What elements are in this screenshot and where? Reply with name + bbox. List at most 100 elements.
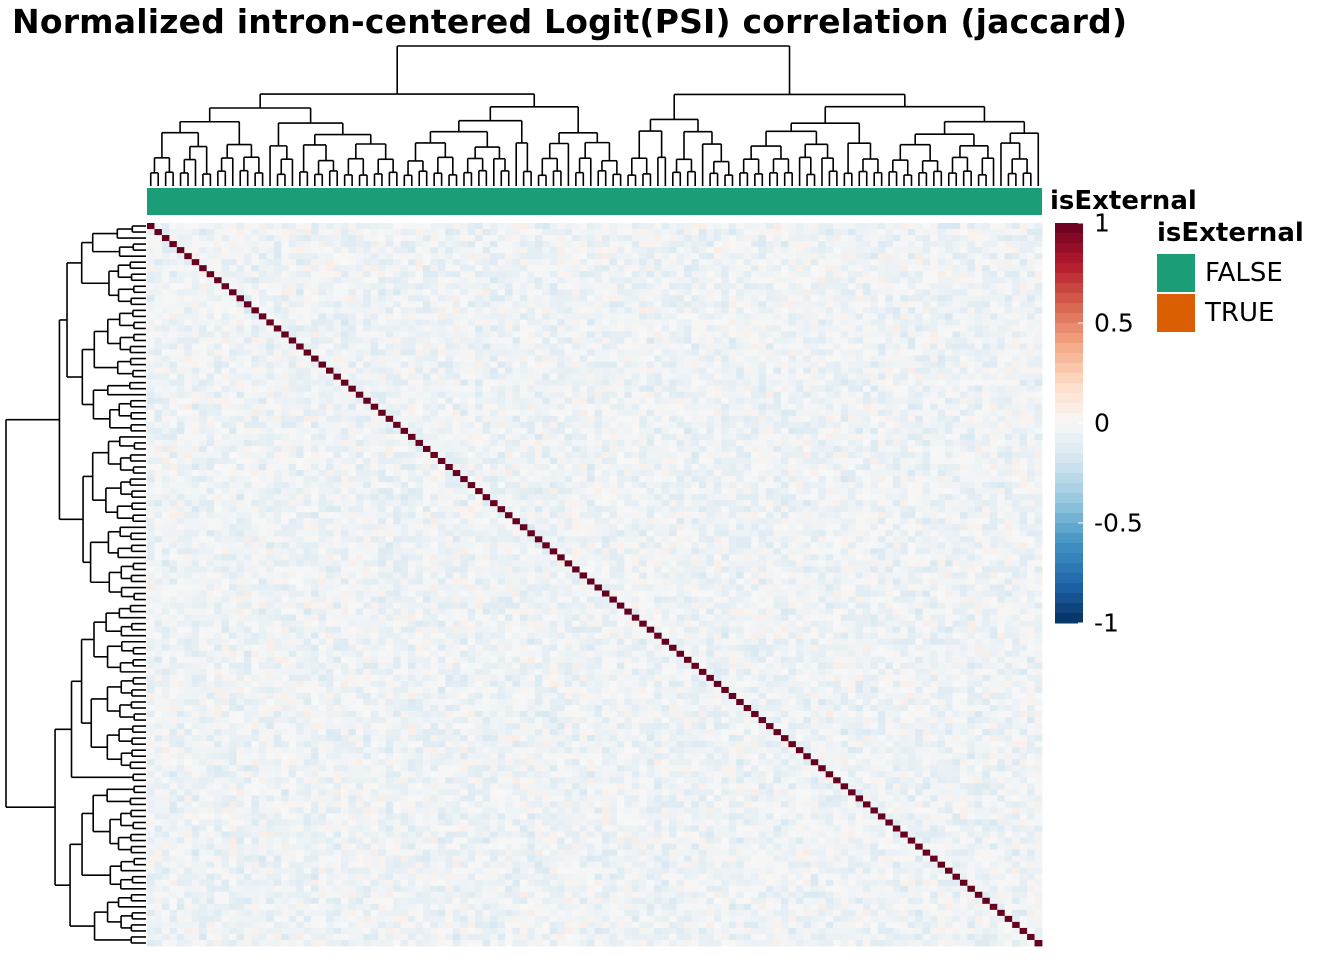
heatmap-cell [751,343,759,350]
heatmap-cell [989,361,998,369]
heatmap-cell [937,367,946,375]
heatmap-cell [959,223,968,230]
heatmap-cell [698,367,707,375]
heatmap-cell [631,259,640,266]
heatmap-cell [706,259,715,266]
heatmap-cell [639,301,648,308]
heatmap-cell [408,277,416,284]
heatmap-cell [892,403,901,411]
heatmap-cell [326,325,334,332]
heatmap-cell [892,397,901,405]
heatmap-cell [378,325,387,332]
heatmap-cell [311,301,319,308]
heatmap-cell [631,391,640,399]
heatmap-cell [497,259,506,266]
heatmap-cell [199,403,208,411]
heatmap-cell [378,415,387,423]
heatmap-cell [355,373,364,381]
heatmap-cell [1019,379,1028,387]
heatmap-cell [758,421,767,429]
heatmap-cell [624,427,633,435]
heatmap-cell [422,385,431,393]
heatmap-cell [296,427,305,435]
heatmap-cell [199,319,208,326]
heatmap-cell [154,223,163,230]
heatmap-cell [296,379,305,387]
heatmap-cell [788,253,797,260]
heatmap-cell [945,277,953,284]
heatmap-cell [475,259,484,266]
heatmap-cell [654,313,663,320]
heatmap-cell [206,259,215,266]
heatmap-cell [743,427,752,435]
heatmap-cell [393,301,401,308]
heatmap-cell [579,325,588,332]
heatmap-cell [281,367,290,375]
heatmap-cell [840,367,849,375]
heatmap-cell [833,235,842,242]
heatmap-cell [870,295,879,302]
heatmap-cell [1027,361,1035,369]
heatmap-cell [907,343,916,350]
heatmap-cell [333,361,342,369]
heatmap-cell [870,409,879,417]
heatmap-cell [191,385,200,393]
heatmap-cell [169,223,178,230]
heatmap-cell [460,277,469,284]
heatmap-cell [467,313,476,320]
heatmap-cell [825,301,834,308]
heatmap-cell [393,415,401,423]
heatmap-cell [654,337,663,344]
heatmap-cell [795,229,804,236]
heatmap-cell [266,349,275,356]
heatmap-cell [579,337,588,344]
heatmap-cell [490,229,498,236]
heatmap-cell [437,379,446,387]
heatmap-cell [497,247,506,254]
heatmap-cell [490,325,498,332]
heatmap-cell [236,265,245,272]
heatmap-cell [646,403,655,411]
heatmap-cell [937,235,946,242]
heatmap-cell [430,433,439,441]
heatmap-cell [497,277,506,284]
heatmap-cell [318,229,327,236]
heatmap-cell [505,283,513,290]
heatmap-cell [519,253,528,260]
heatmap-cell [281,385,290,393]
heatmap-cell [147,325,155,332]
heatmap-cell [706,283,715,290]
heatmap-cell [266,433,275,441]
heatmap-cell [780,301,789,308]
heatmap-cell [147,253,155,260]
heatmap-cell [1004,391,1013,399]
heatmap-cell [646,385,655,393]
heatmap-cell [661,361,670,369]
heatmap-cell [340,259,349,266]
heatmap-cell [490,253,498,260]
heatmap-cell [922,289,931,296]
heatmap-cell [624,313,633,320]
heatmap-cell [706,391,715,399]
heatmap-cell [519,421,528,429]
heatmap-cell [907,427,916,435]
heatmap-cell [243,241,252,248]
heatmap-cell [206,385,215,393]
heatmap-cell [199,379,208,387]
heatmap-cell [251,391,260,399]
heatmap-cell [243,235,252,242]
heatmap-cell [974,421,983,429]
heatmap-cell [654,373,663,381]
heatmap-cell [475,271,484,278]
heatmap-cell [661,415,670,423]
heatmap-cell [922,319,931,326]
heatmap-cell [363,283,372,290]
heatmap-cell [452,319,461,326]
heatmap-cell [833,379,842,387]
heatmap-cell [661,235,670,242]
heatmap-cell [497,349,506,356]
heatmap-cell [810,331,819,338]
heatmap-cell [408,361,416,369]
heatmap-cell [609,361,618,369]
heatmap-cell [713,367,722,375]
